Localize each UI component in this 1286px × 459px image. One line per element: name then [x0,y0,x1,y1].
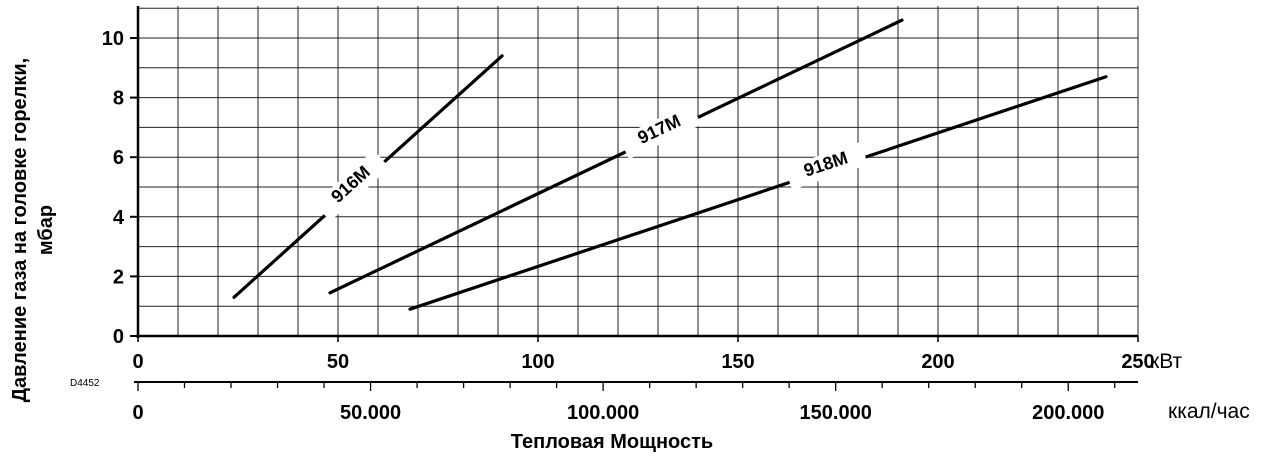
grid [138,6,1139,336]
axes [130,6,1139,391]
x-tick-label-kcal: 200.000 [1032,402,1104,424]
x-tick-label-kw: 200 [921,351,954,373]
x-tick-label-kcal: 100.000 [567,402,639,424]
y-tick-label: 0 [113,326,124,348]
x-tick-label-kcal: 150.000 [800,402,872,424]
series-line-917M [328,18,904,295]
x-tick-label-kw: 150 [721,351,754,373]
y-axis-title-line2: мбар [35,205,57,255]
series-label-background [314,149,390,222]
y-tick-label: 10 [102,28,124,50]
series-label-group: 918M [784,141,869,190]
x-tick-label-kw: 50 [327,351,349,373]
x-tick-label-kcal: 0 [132,402,143,424]
x-axis-title: Тепловая Мощность [511,431,713,453]
y-tick-label: 2 [113,266,124,288]
y-tick-label: 8 [113,88,124,110]
series-line-918M [408,75,1108,311]
series-label-background [784,141,869,190]
series-label-background [618,102,702,160]
x-tick-label-kw: 100 [521,351,554,373]
y-axis-title-line1: Давление газа на головке горелки, [9,58,31,402]
x-unit-kw: кВт [1150,350,1182,373]
x-unit-kcal: ккал/час [1168,400,1250,423]
drawing-code: D4452 [70,378,100,389]
y-tick-label: 6 [113,147,124,169]
y-axis-title: Давление газа на головке горелки, мбар [9,58,57,402]
x-tick-label-kw: 0 [132,351,143,373]
series-label-group: 917M [618,102,702,160]
x-tick-label-kw: 250 [1121,351,1154,373]
x-tick-label-kcal: 50.000 [340,402,401,424]
y-tick-label: 4 [113,207,125,229]
